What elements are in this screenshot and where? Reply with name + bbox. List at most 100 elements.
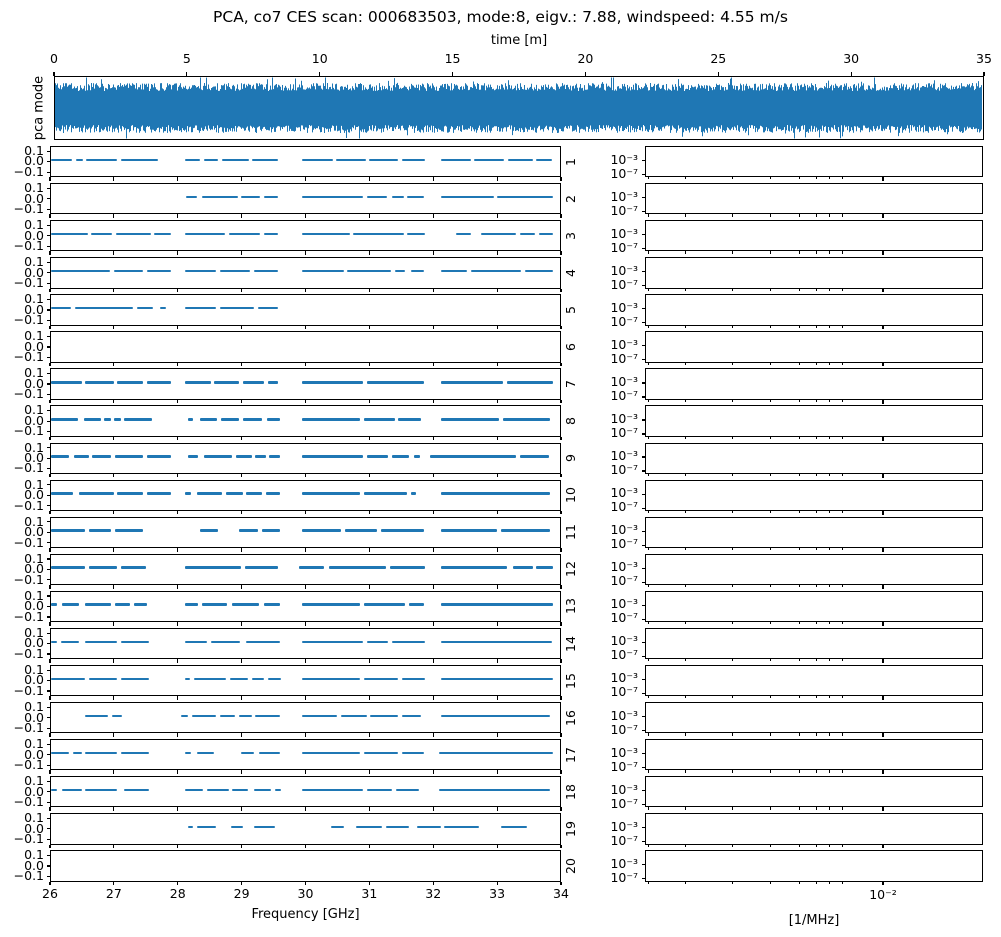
frequency-tick bbox=[113, 807, 115, 811]
log-minor-tick bbox=[799, 325, 801, 328]
amplitude-tick bbox=[46, 680, 50, 682]
data-segment bbox=[72, 751, 82, 755]
amplitude-tick-label: −0.1 bbox=[13, 312, 44, 328]
frequency-tick bbox=[560, 288, 562, 292]
data-segment bbox=[241, 751, 255, 755]
data-segment bbox=[200, 418, 218, 421]
power-tick-label: 10⁻⁷ bbox=[610, 795, 638, 811]
amplitude-tick bbox=[46, 801, 50, 803]
frequency-tick bbox=[113, 325, 115, 330]
power-tick-label: 10⁻⁷ bbox=[610, 610, 638, 626]
frequency-tick bbox=[368, 881, 370, 886]
frequency-tick bbox=[177, 548, 179, 552]
frequency-tick bbox=[560, 399, 562, 404]
frequency-tick bbox=[496, 585, 498, 589]
frequency-tick bbox=[432, 844, 434, 849]
time-tick bbox=[850, 71, 852, 76]
row-index-label rowlabel: 19 bbox=[562, 820, 578, 837]
data-segment bbox=[185, 381, 211, 384]
data-segment bbox=[180, 714, 188, 718]
amplitude-tick bbox=[46, 531, 50, 533]
time-tick-label: 15 bbox=[444, 51, 461, 66]
row-index-label rowlabel: 8 bbox=[562, 417, 578, 426]
data-segment bbox=[91, 232, 113, 236]
log-minor-tick bbox=[685, 622, 687, 625]
data-segment bbox=[401, 158, 426, 162]
data-segment bbox=[430, 455, 516, 458]
power-tick-label: 10⁻³ bbox=[610, 188, 638, 204]
data-segment bbox=[229, 677, 248, 681]
log-minor-tick bbox=[647, 288, 649, 291]
frequency-tick bbox=[177, 770, 179, 774]
log-minor-tick bbox=[829, 251, 831, 254]
data-segment bbox=[50, 677, 86, 681]
amplitude-tick bbox=[46, 706, 50, 708]
log-minor-tick bbox=[685, 436, 687, 439]
power-tick-label: 10⁻⁷ bbox=[610, 499, 638, 515]
frequency-tick bbox=[113, 585, 115, 589]
row-index-label rowlabel: 3 bbox=[562, 231, 578, 240]
log-minor-tick bbox=[815, 510, 817, 514]
frequency-tick bbox=[241, 585, 243, 589]
frequency-tick bbox=[368, 844, 370, 849]
spectrum-row-panel bbox=[645, 442, 983, 474]
amplitude-tick-label: 0.1 bbox=[24, 847, 44, 863]
log-minor-tick bbox=[841, 288, 843, 291]
data-segment bbox=[185, 751, 192, 755]
frequency-tick bbox=[368, 362, 370, 367]
row-index-label rowlabel: 10 bbox=[562, 487, 578, 504]
data-segment bbox=[187, 825, 193, 829]
frequency-tick bbox=[560, 770, 562, 774]
frequency-tick bbox=[304, 399, 307, 404]
data-segment bbox=[214, 381, 239, 384]
log-minor-tick bbox=[815, 214, 817, 217]
log-minor-tick bbox=[829, 881, 831, 884]
log-minor-tick bbox=[732, 696, 734, 699]
amplitude-tick bbox=[46, 298, 50, 301]
frequency-tick bbox=[496, 436, 498, 441]
data-segment bbox=[268, 677, 281, 681]
power-tick-label: 10⁻⁷ bbox=[610, 758, 638, 774]
log-minor-tick bbox=[685, 844, 687, 847]
log-minor-tick bbox=[829, 362, 831, 365]
log-minor-tick bbox=[841, 807, 843, 810]
spectrum-row-panel bbox=[645, 739, 983, 771]
data-segment bbox=[185, 232, 225, 236]
power-tick-label: 10⁻³ bbox=[610, 151, 638, 167]
amplitude-tick-label: 0.0 bbox=[24, 487, 44, 503]
data-segment bbox=[50, 529, 86, 532]
log-minor-tick bbox=[815, 696, 817, 699]
frequency-tick bbox=[432, 362, 434, 367]
data-segment bbox=[85, 381, 114, 384]
amplitude-tick-label: 0.1 bbox=[24, 291, 44, 307]
data-segment bbox=[85, 603, 112, 607]
frequency-tick bbox=[496, 177, 498, 181]
log-minor-tick bbox=[769, 807, 771, 810]
power-tick bbox=[641, 678, 645, 681]
data-segment bbox=[411, 492, 417, 495]
frequency-tick bbox=[560, 510, 562, 515]
power-tick bbox=[641, 715, 645, 718]
amplitude-tick bbox=[46, 754, 50, 756]
data-segment bbox=[210, 640, 241, 644]
frequency-tick bbox=[304, 436, 307, 441]
log-minor-tick bbox=[685, 362, 687, 365]
log-minor-tick bbox=[685, 325, 687, 328]
frequency-tick bbox=[496, 362, 498, 367]
log-minor-tick bbox=[841, 548, 843, 551]
log-minor-tick bbox=[799, 585, 801, 588]
frequency-tick bbox=[177, 399, 179, 404]
log-minor-tick bbox=[647, 881, 649, 884]
data-segment bbox=[302, 381, 363, 384]
amplitude-tick-label: −0.1 bbox=[13, 868, 44, 884]
frequency-tick-label: 29 bbox=[233, 885, 250, 901]
log-minor-tick bbox=[769, 844, 771, 847]
amplitude-tick-label: −0.1 bbox=[13, 682, 44, 698]
data-segment bbox=[89, 677, 118, 681]
frequency-tick bbox=[368, 325, 370, 330]
amplitude-tick bbox=[46, 161, 50, 163]
power-tick bbox=[641, 382, 645, 384]
power-tick-label: 10⁻³ bbox=[610, 559, 638, 575]
data-segment bbox=[185, 158, 201, 162]
log-minor-tick bbox=[841, 177, 843, 180]
